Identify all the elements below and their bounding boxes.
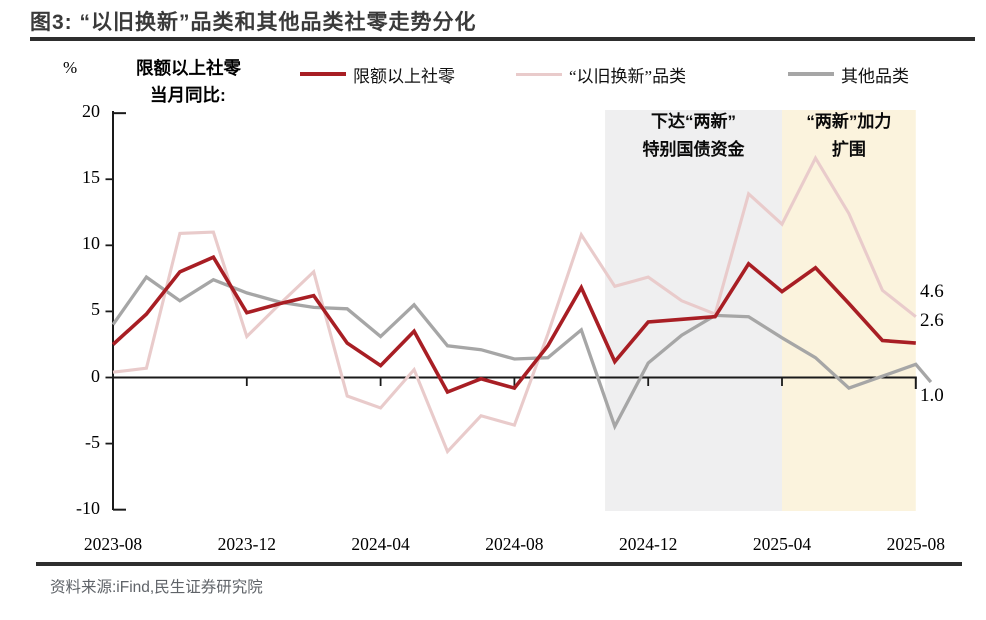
y-axis-tick-label: 20 bbox=[82, 101, 100, 122]
band-annotation-line: 扩围 bbox=[831, 140, 866, 159]
legend-item: 其他品类 bbox=[788, 64, 909, 86]
legend-label: 限额以上社零 bbox=[353, 66, 455, 86]
y-axis-tick-label: -5 bbox=[85, 431, 100, 452]
source-rule bbox=[36, 562, 962, 566]
series-end-value-label: 1.0 bbox=[920, 385, 944, 407]
band-special-bond-funds bbox=[605, 110, 782, 511]
band-annotation: “两新”加力 扩围 bbox=[782, 108, 916, 164]
axis-note-line1: 限额以上社零 bbox=[136, 58, 241, 78]
band-annotation-line: “两新”加力 bbox=[806, 112, 892, 131]
legend-line-swatch bbox=[516, 72, 562, 76]
y-axis-tick-label: 5 bbox=[91, 299, 100, 320]
legend-line-swatch bbox=[300, 72, 346, 76]
x-axis-tick-label: 2024-08 bbox=[485, 534, 544, 554]
series-end-value-label: 4.6 bbox=[920, 280, 944, 302]
series-line-其他品类 bbox=[111, 274, 933, 431]
legend-item: 限额以上社零 bbox=[300, 64, 455, 86]
source-note: 资料来源:iFind,民生证券研究院 bbox=[50, 579, 263, 596]
band-annotation-line: 下达“两新” bbox=[651, 112, 737, 131]
band-program-expansion bbox=[782, 110, 916, 511]
y-axis-unit-label: % bbox=[63, 58, 78, 77]
x-axis-tick-label: 2023-12 bbox=[217, 534, 276, 554]
legend-label: “以旧换新”品类 bbox=[569, 66, 687, 86]
y-axis-tick-label: 10 bbox=[82, 233, 100, 254]
band-annotation-line: 特别国债资金 bbox=[642, 140, 745, 159]
series-end-value-label: 2.6 bbox=[920, 309, 944, 331]
x-axis-tick-label: 2025-08 bbox=[886, 534, 945, 554]
band-annotation: 下达“两新” 特别国债资金 bbox=[605, 108, 782, 164]
x-axis-tick-label: 2025-04 bbox=[752, 534, 812, 554]
legend-line-swatch bbox=[788, 72, 834, 76]
x-axis-tick-label: 2024-04 bbox=[351, 534, 410, 554]
x-axis-tick-label: 2023-08 bbox=[83, 534, 143, 554]
title-underline-rule bbox=[30, 37, 975, 41]
series-line-限额以上社零 bbox=[111, 254, 916, 395]
axis-note: 限额以上社零 当月同比: bbox=[136, 55, 241, 109]
y-axis-tick-label: 15 bbox=[82, 167, 100, 188]
legend-item: “以旧换新”品类 bbox=[516, 64, 687, 86]
figure-title: 图3: “以旧换新”品类和其他品类社零走势分化 bbox=[30, 11, 477, 34]
y-axis-tick-label: 0 bbox=[91, 365, 100, 386]
y-axis-tick-label: -10 bbox=[76, 497, 100, 518]
x-axis-tick-label: 2024-12 bbox=[619, 534, 678, 554]
legend-label: 其他品类 bbox=[841, 66, 909, 86]
axis-note-line2: 当月同比: bbox=[150, 85, 226, 105]
series-line-“以旧换新”品类 bbox=[112, 154, 917, 455]
